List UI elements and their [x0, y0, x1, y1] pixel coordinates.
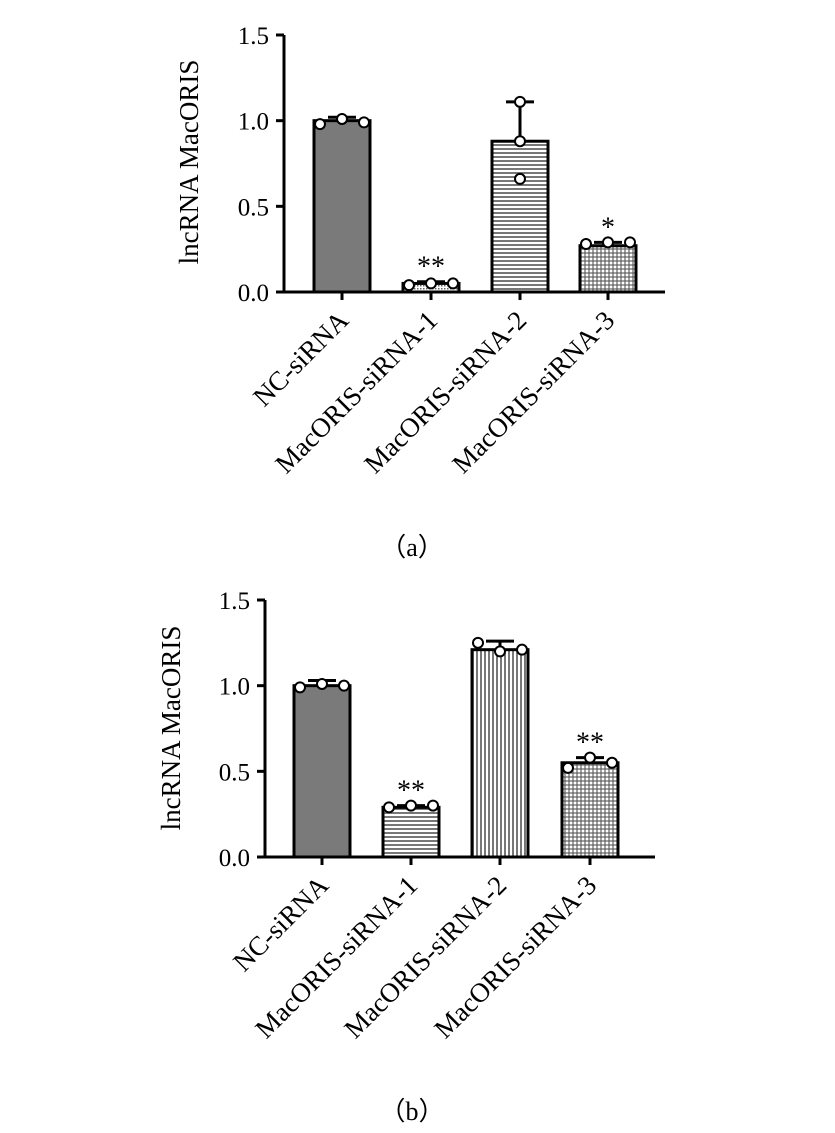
data-point: [403, 279, 415, 292]
y-tick-label: 1.0: [238, 109, 269, 136]
significance-label: *: [601, 212, 615, 243]
chart-panel-b: 0.0 0.5 1.0 1.5 ** ** NC-siRNAMacORIS-siRNA-…: [156, 588, 655, 1126]
y-axis-label: lncRNA MacORIS: [174, 60, 204, 265]
significance-label: **: [397, 776, 425, 807]
significance-label: **: [417, 252, 445, 283]
bar-group: **: [401, 252, 461, 294]
data-point: [294, 681, 306, 694]
y-tick-label: 0.0: [238, 280, 269, 307]
bar: [292, 684, 352, 859]
data-point: [494, 645, 506, 658]
data-point: [358, 116, 370, 129]
chart-panel-a: 0.00.51.01.5 *** NC-siRNAMacORIS-siRNA-1…: [174, 23, 665, 562]
x-tick-label: MacORIS-siRNA-2: [358, 305, 532, 479]
data-point: [562, 761, 574, 774]
bar: [470, 648, 530, 859]
data-point: [602, 236, 614, 249]
panel-label: （a）: [380, 533, 444, 562]
bar-group: [292, 677, 352, 859]
x-tick-label: MacORIS-siRNA-1: [269, 305, 443, 479]
data-point: [425, 277, 437, 290]
bar: [560, 761, 620, 859]
y-axis: 0.0 0.5 1.0 1.5: [219, 588, 655, 872]
data-point: [516, 643, 528, 656]
x-axis-labels: NC-siRNAMacORIS-siRNA-1MacORIS-siRNA-2Ma…: [247, 292, 620, 479]
panel-label: （b）: [379, 1097, 444, 1126]
bar: [490, 139, 550, 294]
data-point: [447, 277, 459, 290]
bar: [312, 119, 372, 294]
y-tick-label: 0.5: [219, 759, 250, 786]
data-point: [606, 756, 618, 769]
x-tick-label: MacORIS-siRNA-1: [249, 870, 423, 1044]
y-tick-label: 1.0: [219, 674, 250, 701]
data-point: [584, 751, 596, 764]
data-point: [514, 95, 526, 108]
x-tick-label: MacORIS-siRNA-3: [446, 305, 620, 479]
x-tick-label: MacORIS-siRNA-3: [428, 870, 602, 1044]
data-point: [314, 118, 326, 131]
data-point: [427, 799, 439, 812]
bar: [578, 244, 638, 294]
y-tick-label: 0.0: [219, 845, 250, 872]
data-point: [383, 801, 395, 814]
data-point: [338, 679, 350, 692]
data-point: [336, 112, 348, 125]
data-point: [514, 135, 526, 148]
y-axis-label: lncRNA MacORIS: [156, 626, 186, 831]
bar-group: [470, 636, 530, 859]
y-tick-label: 1.5: [219, 588, 250, 615]
data-point: [514, 172, 526, 185]
data-point: [405, 799, 417, 812]
x-tick-label: MacORIS-siRNA-2: [338, 870, 512, 1044]
bar-group: **: [381, 776, 441, 859]
bar-group: [490, 95, 550, 294]
significance-label: **: [576, 728, 604, 759]
x-axis-labels: NC-siRNAMacORIS-siRNA-1MacORIS-siRNA-2Ma…: [227, 857, 602, 1044]
y-tick-label: 0.5: [238, 194, 269, 221]
data-point: [316, 677, 328, 690]
bar-series: ***: [312, 95, 638, 294]
data-point: [580, 238, 592, 251]
data-point: [472, 636, 484, 649]
bar-group: *: [578, 212, 638, 294]
bar: [381, 805, 441, 859]
bar-series: ** **: [292, 636, 620, 859]
y-tick-label: 1.5: [238, 23, 269, 50]
bar-group: **: [560, 728, 620, 859]
bar-group: [312, 112, 372, 294]
data-point: [624, 236, 636, 249]
